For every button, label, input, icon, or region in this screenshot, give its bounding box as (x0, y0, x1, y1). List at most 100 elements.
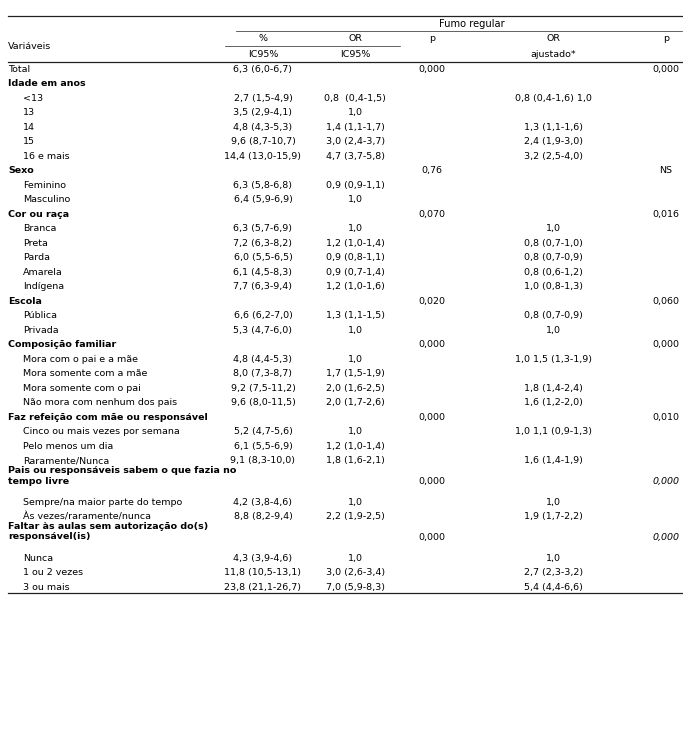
Text: 1,0: 1,0 (348, 108, 363, 118)
Text: 9,2 (7,5-11,2): 9,2 (7,5-11,2) (231, 384, 295, 393)
Text: 5,2 (4,7-5,6): 5,2 (4,7-5,6) (234, 427, 292, 437)
Text: Indígena: Indígena (23, 282, 64, 292)
Text: 1 ou 2 vezes: 1 ou 2 vezes (23, 568, 83, 577)
Text: 3,0 (2,6-3,4): 3,0 (2,6-3,4) (326, 568, 385, 577)
Text: Amarela: Amarela (23, 268, 63, 277)
Text: OR: OR (546, 34, 560, 43)
Text: 0,016: 0,016 (652, 210, 680, 219)
Text: 4,3 (3,9-4,6): 4,3 (3,9-4,6) (234, 554, 292, 562)
Text: NS: NS (659, 166, 673, 176)
Text: 1,0: 1,0 (348, 224, 363, 234)
Text: Total: Total (8, 65, 30, 74)
Text: Pais ou responsáveis sabem o que fazia no
tempo livre: Pais ou responsáveis sabem o que fazia n… (8, 466, 236, 486)
Text: 11,8 (10,5-13,1): 11,8 (10,5-13,1) (225, 568, 301, 577)
Text: 0,000: 0,000 (418, 413, 445, 422)
Text: 14,4 (13,0-15,9): 14,4 (13,0-15,9) (225, 152, 301, 161)
Text: 0,000: 0,000 (418, 65, 445, 74)
Text: 1,0: 1,0 (546, 554, 561, 562)
Text: Preta: Preta (23, 239, 48, 248)
Text: p: p (663, 34, 669, 43)
Text: 0,000: 0,000 (418, 340, 445, 350)
Text: Pelo menos um dia: Pelo menos um dia (23, 442, 113, 451)
Text: 6,4 (5,9-6,9): 6,4 (5,9-6,9) (234, 195, 292, 205)
Text: <13: <13 (23, 94, 43, 103)
Text: 1,8 (1,4-2,4): 1,8 (1,4-2,4) (524, 384, 583, 393)
Text: 1,0: 1,0 (546, 498, 561, 507)
Text: Sempre/na maior parte do tempo: Sempre/na maior parte do tempo (23, 498, 182, 507)
Text: 1,8 (1,6-2,1): 1,8 (1,6-2,1) (326, 456, 385, 466)
Text: 1,0: 1,0 (348, 427, 363, 437)
Text: Sexo: Sexo (8, 166, 34, 176)
Text: 0,9 (0,9-1,1): 0,9 (0,9-1,1) (326, 181, 385, 190)
Text: 0,8 (0,6-1,2): 0,8 (0,6-1,2) (524, 268, 583, 277)
Text: 2,7 (1,5-4,9): 2,7 (1,5-4,9) (234, 94, 292, 103)
Text: 1,0: 1,0 (348, 326, 363, 335)
Text: 6,1 (4,5-8,3): 6,1 (4,5-8,3) (234, 268, 292, 277)
Text: 1,0: 1,0 (348, 195, 363, 205)
Text: 2,4 (1,9-3,0): 2,4 (1,9-3,0) (524, 137, 583, 147)
Text: 1,0: 1,0 (348, 554, 363, 562)
Text: 1,0: 1,0 (348, 498, 363, 507)
Text: 0,010: 0,010 (652, 413, 680, 422)
Text: 6,0 (5,5-6,5): 6,0 (5,5-6,5) (234, 253, 292, 263)
Text: 15: 15 (23, 137, 36, 147)
Text: 1,9 (1,7-2,2): 1,9 (1,7-2,2) (524, 513, 583, 522)
Text: 0,000: 0,000 (652, 340, 680, 350)
Text: 3,2 (2,5-4,0): 3,2 (2,5-4,0) (524, 152, 583, 161)
Text: 0,76: 0,76 (421, 166, 442, 176)
Text: Raramente/Nunca: Raramente/Nunca (23, 456, 109, 466)
Text: Masculino: Masculino (23, 195, 70, 205)
Text: Parda: Parda (23, 253, 51, 263)
Text: Pública: Pública (23, 311, 57, 321)
Text: 0,8 (0,7-0,9): 0,8 (0,7-0,9) (524, 253, 583, 263)
Text: Variáveis: Variáveis (8, 42, 51, 51)
Text: 9,6 (8,0-11,5): 9,6 (8,0-11,5) (231, 398, 295, 408)
Text: 1,0: 1,0 (348, 355, 363, 364)
Text: Cor ou raça: Cor ou raça (8, 210, 69, 219)
Text: IC95%: IC95% (340, 50, 370, 59)
Text: 1,0 (0,8-1,3): 1,0 (0,8-1,3) (524, 282, 583, 292)
Text: 1,0 1,1 (0,9-1,3): 1,0 1,1 (0,9-1,3) (515, 427, 591, 437)
Text: 5,3 (4,7-6,0): 5,3 (4,7-6,0) (234, 326, 292, 335)
Text: 0,070: 0,070 (418, 210, 445, 219)
Text: IC95%: IC95% (248, 50, 278, 59)
Text: 3,0 (2,4-3,7): 3,0 (2,4-3,7) (326, 137, 385, 147)
Text: Idade em anos: Idade em anos (8, 79, 86, 89)
Text: Composição familiar: Composição familiar (8, 340, 116, 350)
Text: 6,3 (5,8-6,8): 6,3 (5,8-6,8) (234, 181, 292, 190)
Text: 2,2 (1,9-2,5): 2,2 (1,9-2,5) (326, 513, 385, 522)
Text: 7,0 (5,9-8,3): 7,0 (5,9-8,3) (326, 583, 385, 591)
Text: 13: 13 (23, 108, 36, 118)
Text: 9,6 (8,7-10,7): 9,6 (8,7-10,7) (231, 137, 295, 147)
Text: 14: 14 (23, 123, 36, 132)
Text: 0,020: 0,020 (418, 297, 445, 306)
Text: Não mora com nenhum dos pais: Não mora com nenhum dos pais (23, 398, 178, 408)
Text: 8,8 (8,2-9,4): 8,8 (8,2-9,4) (234, 513, 292, 522)
Text: 4,2 (3,8-4,6): 4,2 (3,8-4,6) (234, 498, 292, 507)
Text: %: % (258, 34, 268, 43)
Text: 1,2 (1,0-1,6): 1,2 (1,0-1,6) (326, 282, 385, 292)
Text: 0,8 (0,4-1,6) 1,0: 0,8 (0,4-1,6) 1,0 (515, 94, 591, 103)
Text: 1,0 1,5 (1,3-1,9): 1,0 1,5 (1,3-1,9) (515, 355, 591, 364)
Text: Faltar às aulas sem autorização do(s)
responsável(is): Faltar às aulas sem autorização do(s) re… (8, 522, 208, 542)
Text: 0,000: 0,000 (652, 533, 680, 542)
Text: 1,7 (1,5-1,9): 1,7 (1,5-1,9) (326, 369, 385, 379)
Text: ajustado*: ajustado* (531, 50, 576, 59)
Text: 8,0 (7,3-8,7): 8,0 (7,3-8,7) (234, 369, 292, 379)
Text: Às vezes/raramente/nunca: Às vezes/raramente/nunca (23, 513, 151, 522)
Text: 1,4 (1,1-1,7): 1,4 (1,1-1,7) (326, 123, 385, 132)
Text: 1,6 (1,4-1,9): 1,6 (1,4-1,9) (524, 456, 583, 466)
Text: Cinco ou mais vezes por semana: Cinco ou mais vezes por semana (23, 427, 180, 437)
Text: 2,0 (1,7-2,6): 2,0 (1,7-2,6) (326, 398, 385, 408)
Text: Branca: Branca (23, 224, 57, 234)
Text: 1,2 (1,0-1,4): 1,2 (1,0-1,4) (326, 442, 385, 451)
Text: 0,8  (0,4-1,5): 0,8 (0,4-1,5) (324, 94, 386, 103)
Text: 0,000: 0,000 (418, 477, 445, 486)
Text: 7,7 (6,3-9,4): 7,7 (6,3-9,4) (234, 282, 292, 292)
Text: 0,8 (0,7-1,0): 0,8 (0,7-1,0) (524, 239, 583, 248)
Text: 1,0: 1,0 (546, 326, 561, 335)
Text: 0,000: 0,000 (652, 65, 680, 74)
Text: 2,7 (2,3-3,2): 2,7 (2,3-3,2) (524, 568, 583, 577)
Text: 0,9 (0,7-1,4): 0,9 (0,7-1,4) (326, 268, 385, 277)
Text: Mora somente com o pai: Mora somente com o pai (23, 384, 141, 393)
